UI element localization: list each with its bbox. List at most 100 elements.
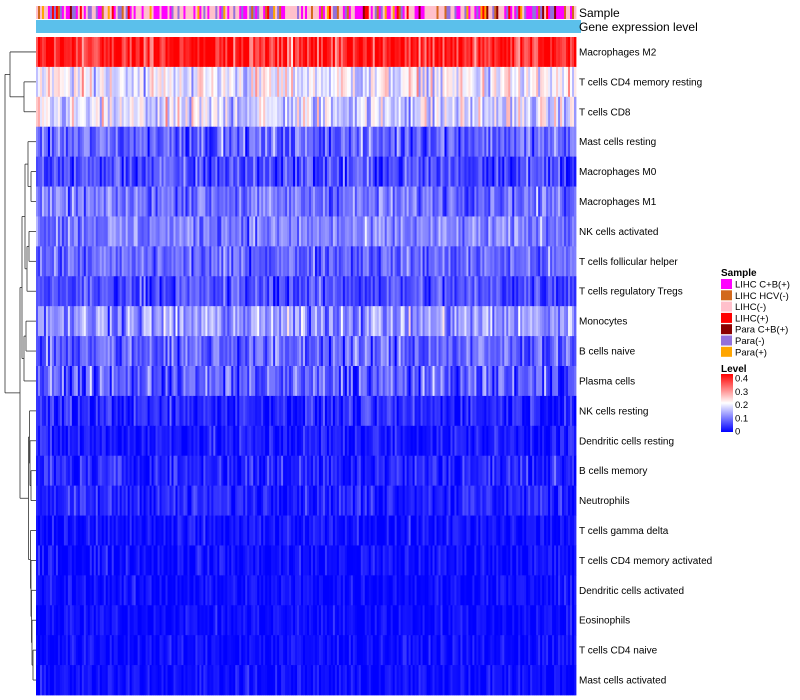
sample-track-cell: [103, 6, 107, 19]
heatmap-cell: [378, 366, 382, 397]
heatmap-cell: [432, 336, 435, 367]
heatmap-cell: [484, 37, 487, 68]
heatmap-cell: [436, 126, 439, 158]
heatmap-cell: [424, 66, 427, 98]
heatmap-cell: [207, 485, 210, 516]
heatmap-cell: [43, 276, 47, 307]
heatmap-cell: [69, 37, 73, 68]
sample-track-cell: [422, 6, 425, 19]
heatmap-cell: [111, 276, 115, 307]
heatmap-cell: [217, 96, 220, 128]
heatmap-cell: [324, 306, 328, 337]
heatmap-cell: [466, 455, 469, 487]
heatmap-cell: [474, 515, 477, 546]
heatmap-cell: [239, 276, 242, 307]
heatmap-cell: [157, 485, 160, 516]
heatmap-cell: [179, 186, 182, 217]
heatmap-cell: [480, 425, 483, 457]
heatmap-cell: [486, 96, 489, 128]
heatmap-cell: [115, 366, 119, 397]
heatmap-cell: [89, 515, 93, 546]
heatmap-cell: [215, 37, 218, 68]
heatmap-cell: [133, 515, 137, 546]
sample-track-cell: [91, 6, 95, 19]
heatmap-cell: [414, 276, 417, 307]
heatmap-cell: [177, 336, 180, 367]
heatmap-cell: [179, 306, 182, 337]
heatmap-cell: [392, 366, 396, 397]
heatmap-cell: [131, 485, 135, 516]
heatmap-cell: [161, 276, 164, 307]
sample-track-cell: [127, 6, 131, 19]
heatmap-cell: [436, 515, 439, 546]
heatmap-cell: [320, 216, 324, 247]
heatmap-cell: [275, 96, 278, 128]
heatmap-cell: [554, 96, 557, 128]
heatmap-cell: [376, 246, 380, 277]
heatmap-cell: [155, 306, 158, 337]
sample-track-cell: [273, 6, 276, 19]
heatmap-cell: [285, 156, 288, 187]
heatmap-cell: [376, 306, 380, 337]
heatmap-cell: [205, 366, 208, 397]
heatmap-cell: [119, 545, 123, 576]
heatmap-cell: [526, 66, 529, 98]
heatmap-cell: [308, 306, 312, 337]
heatmap-cell: [169, 96, 172, 128]
heatmap-cell: [37, 366, 41, 397]
heatmap-cell: [167, 156, 170, 187]
heatmap-cell: [205, 156, 208, 187]
heatmap-cell: [490, 515, 493, 546]
heatmap-cell: [562, 66, 565, 98]
sample-track-cell: [338, 6, 342, 19]
heatmap-cell: [544, 246, 547, 277]
heatmap-cell: [418, 66, 421, 98]
heatmap-cell: [131, 96, 135, 128]
heatmap-cell: [243, 186, 246, 217]
heatmap-cell: [538, 126, 541, 158]
heatmap-cell: [291, 126, 294, 158]
heatmap-cell: [390, 485, 394, 516]
heatmap-cell: [145, 96, 148, 128]
heatmap-cell: [187, 306, 190, 337]
heatmap-cell: [550, 66, 553, 98]
heatmap-cell: [452, 96, 455, 128]
sample-track-cell: [316, 6, 320, 19]
sample-track-cell: [191, 6, 194, 19]
heatmap-cell: [185, 246, 188, 277]
heatmap-cell: [193, 126, 196, 158]
heatmap-cell: [310, 246, 314, 277]
heatmap-cell: [370, 455, 374, 487]
heatmap-cell: [392, 156, 396, 187]
heatmap-cell: [275, 37, 278, 68]
heatmap-cell: [486, 515, 489, 546]
heatmap-cell: [85, 545, 89, 576]
heatmap-cell: [328, 485, 332, 516]
heatmap-cell: [496, 37, 499, 68]
heatmap-cell: [450, 366, 453, 397]
heatmap-cell: [291, 246, 294, 277]
heatmap-cell: [388, 37, 392, 68]
heatmap-cell: [65, 96, 69, 128]
heatmap-cell: [193, 216, 196, 247]
heatmap-cell: [312, 126, 316, 158]
heatmap-cell: [36, 395, 39, 427]
heatmap-cell: [45, 37, 49, 68]
heatmap-cell: [510, 37, 513, 68]
sample-track-cell: [428, 6, 431, 19]
heatmap-cell: [231, 216, 234, 247]
heatmap-cell: [81, 425, 85, 457]
heatmap-cell: [251, 186, 254, 217]
heatmap-cell: [376, 515, 380, 546]
heatmap-cell: [490, 156, 493, 187]
heatmap-cell: [378, 395, 382, 427]
heatmap-cell: [283, 306, 286, 337]
heatmap-cell: [360, 276, 364, 307]
heatmap-cell: [506, 96, 509, 128]
heatmap-cell: [185, 485, 188, 516]
heatmap-cell: [508, 515, 511, 546]
sample-track-cell: [177, 6, 180, 19]
heatmap-cell: [354, 366, 358, 397]
heatmap-cell: [101, 186, 105, 217]
heatmap-cell: [384, 66, 388, 98]
